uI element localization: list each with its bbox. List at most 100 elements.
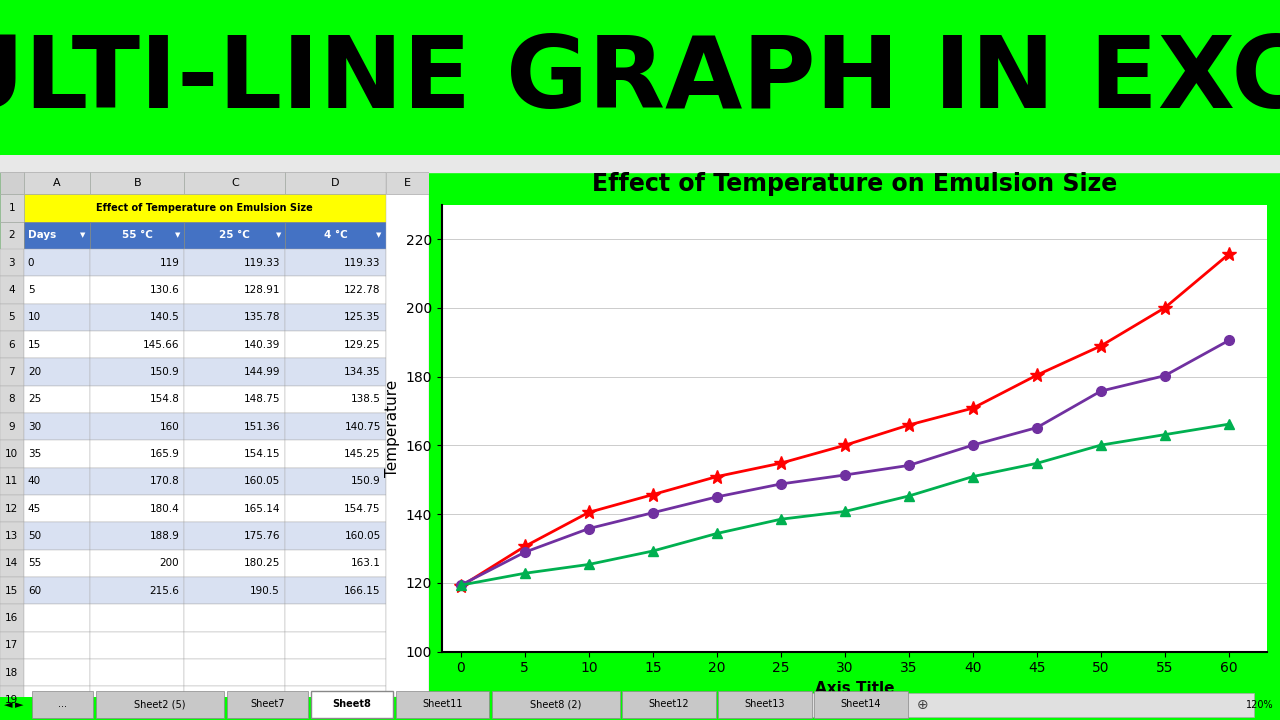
Bar: [285, 441, 387, 468]
Bar: [285, 604, 387, 631]
4 °C: [901, 492, 916, 500]
Bar: [285, 359, 387, 386]
4 °C: [1221, 420, 1236, 428]
4 °C: [837, 507, 852, 516]
Text: 129.25: 129.25: [344, 340, 380, 350]
Text: 200: 200: [160, 558, 179, 568]
Bar: [90, 359, 184, 386]
25 °C: [517, 548, 532, 557]
Text: ◄: ◄: [4, 700, 13, 710]
Bar: [96, 690, 224, 719]
Bar: [0, 604, 23, 631]
Bar: [23, 194, 387, 222]
Bar: [23, 331, 90, 359]
Text: 154.8: 154.8: [150, 395, 179, 405]
Text: Sheet7: Sheet7: [251, 699, 284, 709]
55 °C: [453, 582, 468, 590]
Bar: [90, 276, 184, 304]
Bar: [23, 468, 90, 495]
25 °C: [581, 524, 596, 533]
Line: 25 °C: 25 °C: [456, 336, 1234, 590]
Text: 128.91: 128.91: [243, 285, 280, 295]
Text: Effect of Temperature on Emulsion Size: Effect of Temperature on Emulsion Size: [96, 203, 314, 213]
Text: Sheet11: Sheet11: [422, 699, 462, 709]
25 °C: [1157, 372, 1172, 380]
Bar: [0, 194, 23, 222]
Bar: [492, 690, 620, 719]
Bar: [0, 331, 23, 359]
55 °C: [773, 459, 788, 467]
Bar: [90, 222, 184, 249]
Text: 160: 160: [160, 422, 179, 432]
Text: 19: 19: [5, 695, 18, 705]
Text: 15: 15: [28, 340, 41, 350]
25 °C: [1221, 336, 1236, 345]
Text: 4 °C: 4 °C: [324, 230, 347, 240]
Bar: [184, 386, 285, 413]
Text: Sheet2 (5): Sheet2 (5): [134, 699, 186, 709]
Text: 119.33: 119.33: [344, 258, 380, 268]
Text: 7: 7: [9, 367, 15, 377]
Text: 154.75: 154.75: [344, 504, 380, 513]
X-axis label: Axis Title: Axis Title: [814, 681, 895, 696]
Bar: [23, 686, 90, 714]
Bar: [90, 468, 184, 495]
4 °C: [1093, 441, 1108, 449]
Text: 40: 40: [28, 477, 41, 486]
Bar: [184, 495, 285, 522]
Text: Sheet8 (2): Sheet8 (2): [530, 699, 581, 709]
Text: Sheet8: Sheet8: [333, 699, 371, 709]
55 °C: [1157, 303, 1172, 312]
55 °C: [709, 472, 724, 481]
Text: 140.5: 140.5: [150, 312, 179, 323]
Bar: [0, 522, 23, 549]
Bar: [0, 172, 23, 194]
Bar: [23, 172, 90, 194]
Bar: [285, 468, 387, 495]
Text: 160.05: 160.05: [243, 477, 280, 486]
Bar: [285, 249, 387, 276]
Bar: [90, 249, 184, 276]
Bar: [285, 304, 387, 331]
Bar: [90, 686, 184, 714]
4 °C: [773, 515, 788, 523]
Bar: [814, 690, 908, 719]
55 °C: [1093, 341, 1108, 350]
Text: 134.35: 134.35: [344, 367, 380, 377]
Bar: [90, 331, 184, 359]
Bar: [285, 659, 387, 686]
Bar: [285, 631, 387, 659]
Text: 125.35: 125.35: [344, 312, 380, 323]
Text: 1: 1: [9, 203, 15, 213]
Text: 10: 10: [28, 312, 41, 323]
Text: 165.9: 165.9: [150, 449, 179, 459]
Text: 150.9: 150.9: [351, 477, 380, 486]
Text: 160.05: 160.05: [344, 531, 380, 541]
Bar: [387, 172, 429, 194]
Text: 16: 16: [5, 613, 18, 623]
4 °C: [581, 560, 596, 569]
Bar: [285, 172, 387, 194]
Text: 190.5: 190.5: [251, 585, 280, 595]
Bar: [90, 577, 184, 604]
Text: 188.9: 188.9: [150, 531, 179, 541]
Bar: [23, 386, 90, 413]
Line: 55 °C: 55 °C: [454, 247, 1235, 593]
Text: D: D: [332, 178, 339, 188]
Bar: [90, 172, 184, 194]
Text: 148.75: 148.75: [243, 395, 280, 405]
Bar: [184, 549, 285, 577]
Bar: [23, 522, 90, 549]
Text: 175.76: 175.76: [243, 531, 280, 541]
Text: ▼: ▼: [275, 233, 280, 238]
Text: 154.15: 154.15: [243, 449, 280, 459]
Text: 50: 50: [28, 531, 41, 541]
Line: 4 °C: 4 °C: [456, 419, 1234, 590]
Bar: [285, 276, 387, 304]
Text: 144.99: 144.99: [243, 367, 280, 377]
25 °C: [965, 441, 980, 449]
Text: 10: 10: [5, 449, 18, 459]
25 °C: [709, 492, 724, 501]
Text: ⊕: ⊕: [916, 698, 929, 712]
Text: 15: 15: [5, 585, 18, 595]
